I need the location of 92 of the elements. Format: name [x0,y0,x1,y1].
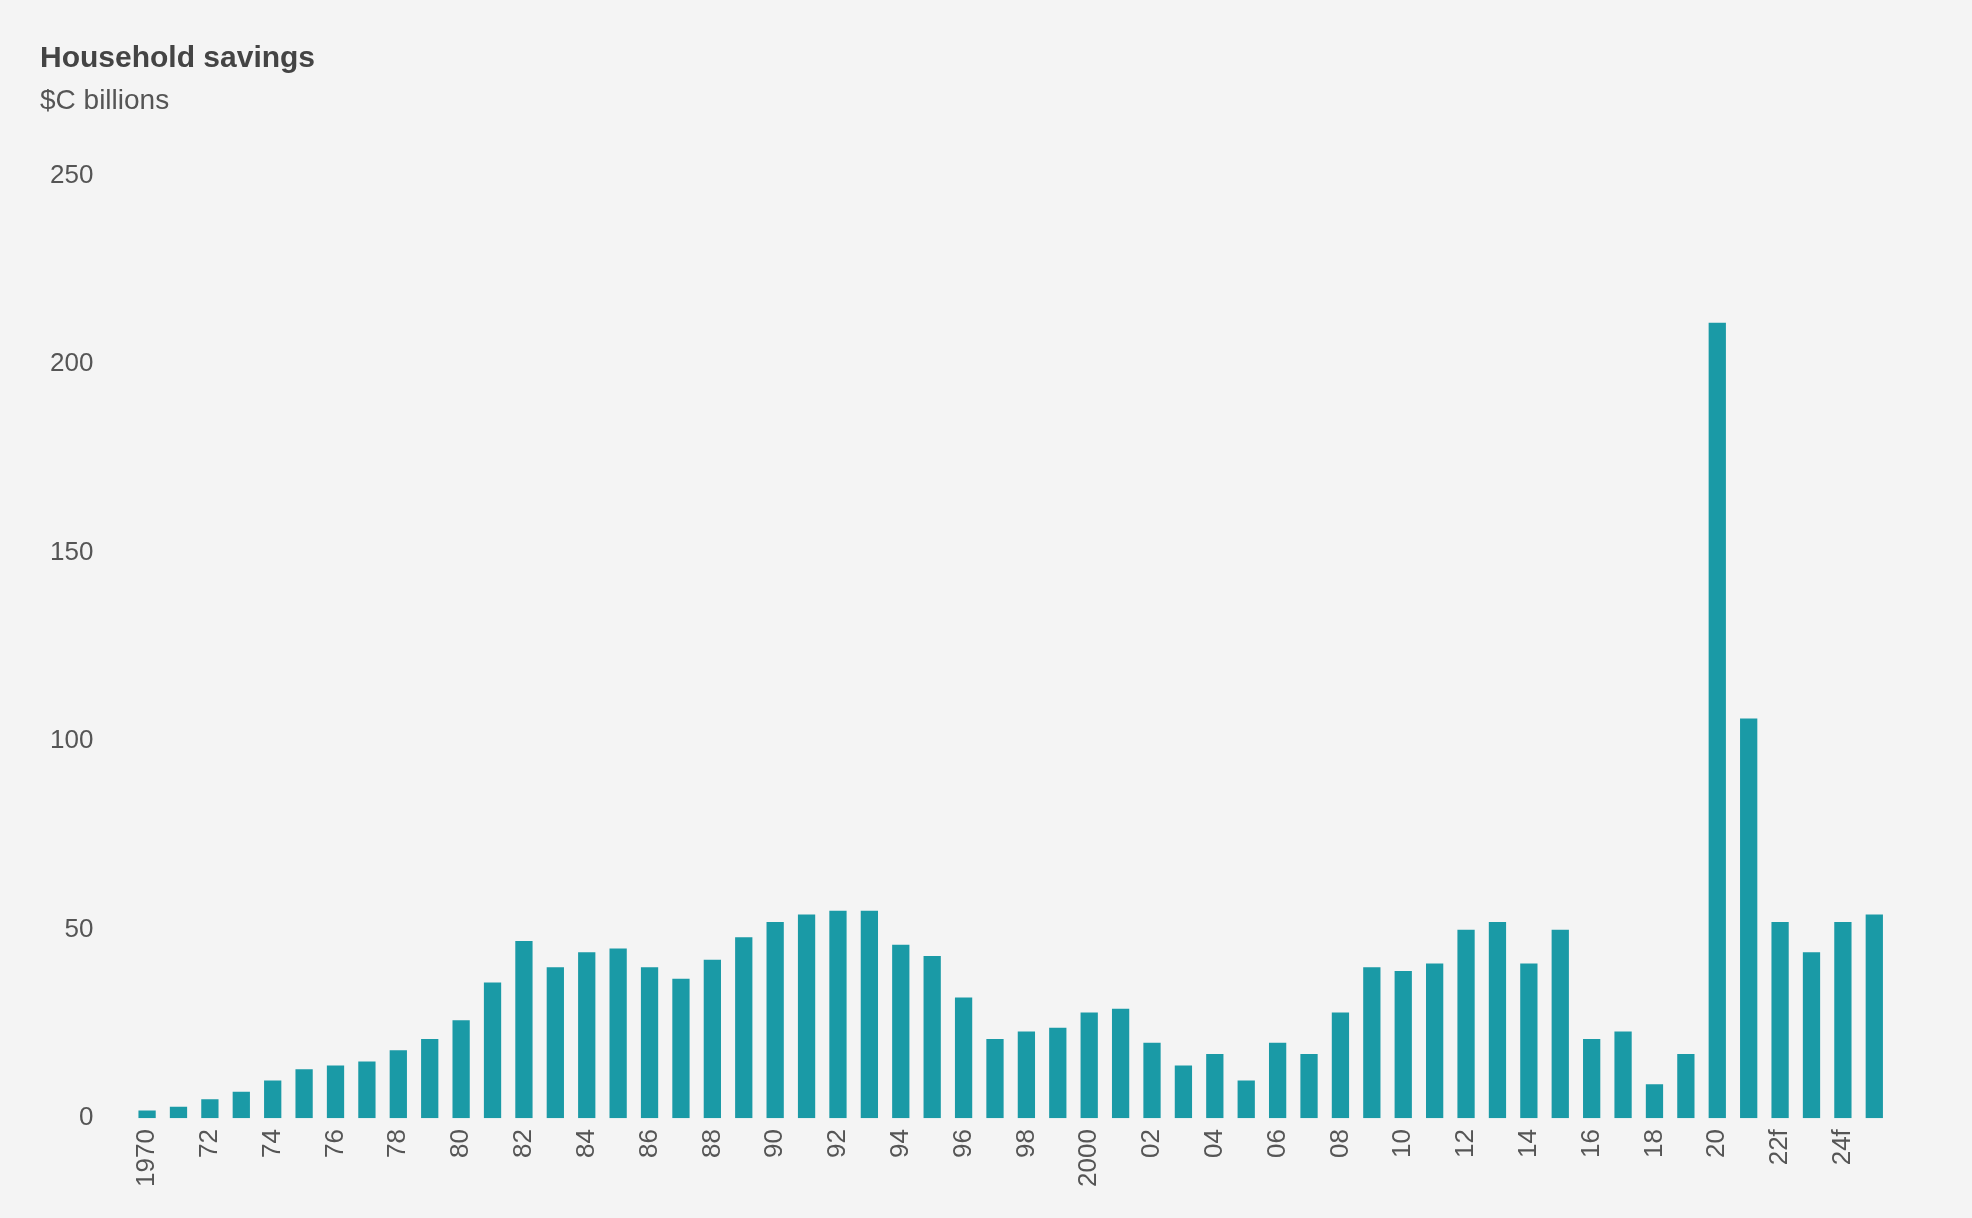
bar [1394,971,1412,1119]
bar [138,1110,156,1119]
bar [546,967,564,1119]
bar [735,937,753,1119]
bar [1174,1065,1193,1119]
bar [483,982,502,1119]
bar [860,910,879,1119]
x-tick-label: 84 [569,1129,600,1159]
x-tick-label: 08 [1323,1129,1354,1159]
bar [1520,963,1538,1119]
x-tick-label: 88 [695,1129,726,1159]
bar [169,1106,188,1119]
y-tick-label: 250 [49,158,94,189]
bar [766,922,784,1119]
bar [1049,1027,1067,1119]
bar [1708,322,1726,1119]
bar [1111,1008,1130,1119]
x-tick-label: 74 [255,1129,286,1159]
x-tick-label: 16 [1574,1129,1605,1159]
x-tick-label: 80 [444,1129,475,1159]
x-tick-label: 06 [1260,1129,1291,1159]
bar [1457,929,1475,1119]
bar [201,1099,219,1119]
bar [954,997,973,1119]
y-tick-label: 200 [49,347,94,378]
bar [1677,1054,1695,1119]
bar [1363,967,1381,1119]
y-tick-label: 50 [64,912,94,943]
chart-title: Household savings [40,40,316,74]
bar [672,978,690,1119]
bar [232,1091,250,1119]
bar [1426,963,1444,1119]
bar [1206,1054,1224,1119]
bar [986,1038,1004,1119]
bar [389,1050,407,1119]
chart-subtitle: $C billions [40,84,170,116]
x-tick-label: 04 [1197,1129,1228,1159]
x-tick-label: 10 [1386,1129,1417,1159]
bar [1237,1080,1255,1119]
bar [829,910,847,1119]
bar [515,940,533,1119]
bar [1268,1042,1287,1119]
bar [640,967,659,1119]
y-tick-label: 150 [49,535,94,566]
x-tick-label: 2000 [1072,1129,1103,1187]
x-tick-label: 72 [193,1129,224,1159]
bar [1771,922,1789,1119]
bar [1614,1031,1632,1119]
bar [421,1038,439,1119]
x-tick-label: 98 [1009,1129,1040,1159]
x-tick-label: 78 [381,1129,412,1159]
x-tick-label: 24f [1826,1128,1857,1166]
bar [326,1065,345,1119]
bar [797,914,816,1119]
x-tick-label: 02 [1135,1129,1166,1159]
bar [1645,1084,1664,1119]
x-tick-label: 18 [1637,1129,1668,1159]
bar [1802,952,1821,1119]
bar [1080,1012,1098,1119]
bar [1740,718,1758,1119]
bar [1488,922,1507,1119]
bar [452,1020,470,1119]
x-tick-label: 92 [821,1129,852,1159]
x-tick-label: 86 [632,1129,663,1159]
bar [1017,1031,1036,1119]
bar [892,944,910,1119]
bar [609,948,627,1119]
bar [1331,1012,1350,1119]
bar [703,959,721,1119]
bar [1865,914,1883,1119]
bar [578,952,596,1119]
bar [923,956,941,1119]
x-tick-label: 82 [507,1129,538,1159]
bar [1300,1054,1318,1119]
x-tick-label: 76 [318,1129,349,1159]
bar [264,1080,282,1119]
bar [1834,922,1852,1119]
x-tick-label: 14 [1512,1129,1543,1159]
bar [1551,929,1569,1119]
x-tick-label: 22f [1763,1128,1794,1166]
bar [1143,1042,1161,1119]
y-tick-label: 100 [49,724,94,755]
bar [1583,1038,1601,1119]
bar [295,1069,313,1119]
y-tick-label: 0 [78,1101,94,1132]
x-tick-label: 90 [758,1129,789,1159]
x-tick-label: 12 [1449,1129,1480,1159]
bar [358,1061,376,1119]
x-tick-label: 20 [1700,1129,1731,1159]
x-tick-label: 94 [883,1129,914,1159]
x-tick-label: 1970 [130,1129,161,1187]
x-tick-label: 96 [946,1129,977,1159]
